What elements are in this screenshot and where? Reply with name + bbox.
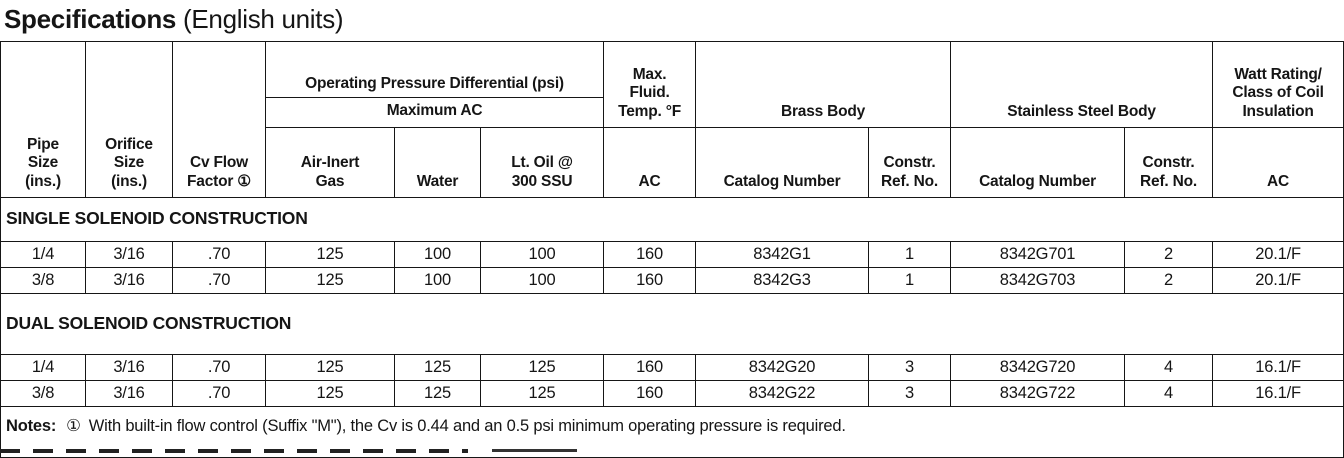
page-title: Specifications (English units): [0, 0, 1344, 41]
page-title-sub-text: English units: [191, 4, 335, 34]
page-title-sub: (English units): [183, 4, 344, 34]
cell-brass-catalog-number: 8342G22: [695, 380, 870, 407]
col-header-brass-catalog-number: Catalog Number: [695, 127, 870, 198]
cell-ss-catalog-number: 8342G720: [950, 354, 1126, 381]
cell-watt-rating: 16.1/F: [1212, 380, 1344, 407]
cell-air-inert-gas: 125: [265, 267, 395, 294]
cell-ss-catalog-number: 8342G703: [950, 267, 1126, 294]
group-header-operating-pressure-differential: Operating Pressure Differential (psi): [264, 41, 605, 98]
cell-water: 100: [394, 241, 481, 268]
col-header-air-inert-gas: Air-Inert Gas: [265, 127, 395, 198]
table-row: 1/4 3/16 .70 125 100 100 160 8342G1 1 83…: [0, 241, 1344, 268]
group-header-watt-rating: Watt Rating/ Class of Coil Insulation: [1212, 41, 1344, 128]
table-row: 1/4 3/16 .70 125 125 125 160 8342G20 3 8…: [0, 354, 1344, 381]
section-heading-row: SINGLE SOLENOID CONSTRUCTION: [0, 197, 1344, 242]
group-header-stainless-steel-body: Stainless Steel Body: [950, 41, 1214, 128]
cell-orifice-size: 3/16: [85, 354, 173, 381]
cell-cv-flow-factor: .70: [172, 380, 266, 407]
col-header-lt-oil: Lt. Oil @ 300 SSU: [479, 127, 605, 198]
cell-brass-catalog-number: 8342G20: [695, 354, 870, 381]
cell-watt-rating: 20.1/F: [1212, 267, 1344, 294]
note-marker-circled-one: ①: [66, 417, 81, 435]
cell-lt-oil: 100: [479, 241, 605, 268]
cell-air-inert-gas: 125: [265, 380, 395, 407]
cell-orifice-size: 3/16: [85, 380, 173, 407]
col-header-watt-rating-ac: AC: [1212, 127, 1344, 198]
cell-cv-flow-factor: .70: [172, 354, 266, 381]
cell-lt-oil: 125: [479, 380, 605, 407]
notes-label: Notes:: [6, 417, 57, 435]
table-row: 3/8 3/16 .70 125 100 100 160 8342G3 1 83…: [0, 267, 1344, 294]
cell-orifice-size: 3/16: [85, 241, 173, 268]
clipped-next-section-fragment: [0, 446, 1344, 455]
cell-air-inert-gas: 125: [265, 241, 395, 268]
cell-max-fluid-temp: 160: [603, 380, 697, 407]
group-header-brass-body: Brass Body: [695, 41, 952, 128]
cell-lt-oil: 125: [479, 354, 605, 381]
section-heading-dual-solenoid: DUAL SOLENOID CONSTRUCTION: [0, 293, 1344, 355]
clipped-text-fragment-short: [492, 449, 577, 452]
col-header-max-fluid-temp-ac: AC: [603, 127, 697, 198]
col-header-water: Water: [394, 127, 481, 198]
cell-cv-flow-factor: .70: [172, 241, 266, 268]
cell-ss-constr-ref: 2: [1124, 267, 1214, 294]
col-header-brass-constr-ref: Constr. Ref. No.: [868, 127, 952, 198]
cell-ss-catalog-number: 8342G722: [950, 380, 1126, 407]
cell-pipe-size: 3/8: [0, 267, 86, 294]
cell-ss-constr-ref: 4: [1124, 380, 1214, 407]
group-header-max-fluid-temp: Max. Fluid. Temp. °F: [603, 41, 697, 128]
cell-water: 125: [394, 354, 481, 381]
col-header-pipe-size: Pipe Size (ins.): [0, 41, 86, 198]
group-header-maximum-ac: Maximum AC: [264, 97, 605, 128]
cell-water: 125: [394, 380, 481, 407]
cell-max-fluid-temp: 160: [603, 267, 697, 294]
cell-pipe-size: 3/8: [0, 380, 86, 407]
section-heading-row: DUAL SOLENOID CONSTRUCTION: [0, 293, 1344, 355]
cell-brass-constr-ref: 1: [868, 267, 952, 294]
clipped-text-fragments: [0, 449, 468, 453]
col-header-orifice-size: Orifice Size (ins.): [85, 41, 173, 198]
cell-watt-rating: 20.1/F: [1212, 241, 1344, 268]
specifications-table: Pipe Size (ins.) Orifice Size (ins.) Cv …: [0, 41, 1344, 458]
cell-brass-catalog-number: 8342G1: [695, 241, 870, 268]
notes-text: With built-in flow control (Suffix "M"),…: [88, 417, 846, 435]
cell-watt-rating: 16.1/F: [1212, 354, 1344, 381]
cell-max-fluid-temp: 160: [603, 354, 697, 381]
cell-brass-constr-ref: 3: [868, 354, 952, 381]
cell-brass-constr-ref: 3: [868, 380, 952, 407]
cell-brass-constr-ref: 1: [868, 241, 952, 268]
cell-ss-catalog-number: 8342G701: [950, 241, 1126, 268]
col-header-ss-catalog-number: Catalog Number: [950, 127, 1126, 198]
cell-air-inert-gas: 125: [265, 354, 395, 381]
cell-max-fluid-temp: 160: [603, 241, 697, 268]
cell-brass-catalog-number: 8342G3: [695, 267, 870, 294]
table-row: 3/8 3/16 .70 125 125 125 160 8342G22 3 8…: [0, 380, 1344, 407]
page-title-main: Specifications: [4, 4, 177, 34]
section-heading-single-solenoid: SINGLE SOLENOID CONSTRUCTION: [0, 197, 1344, 242]
cell-cv-flow-factor: .70: [172, 267, 266, 294]
cell-water: 100: [394, 267, 481, 294]
col-header-cv-flow-factor: Cv Flow Factor ①: [172, 41, 266, 198]
cell-orifice-size: 3/16: [85, 267, 173, 294]
cell-ss-constr-ref: 2: [1124, 241, 1214, 268]
cell-lt-oil: 100: [479, 267, 605, 294]
col-header-ss-constr-ref: Constr. Ref. No.: [1124, 127, 1214, 198]
cell-pipe-size: 1/4: [0, 354, 86, 381]
cell-ss-constr-ref: 4: [1124, 354, 1214, 381]
cell-pipe-size: 1/4: [0, 241, 86, 268]
